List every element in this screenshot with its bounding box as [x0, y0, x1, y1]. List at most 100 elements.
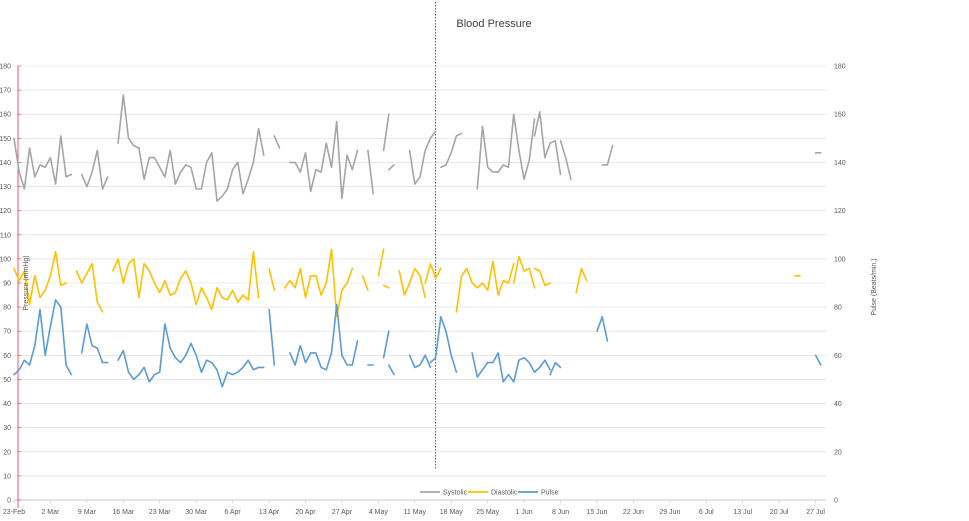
- y-left-tick-label: 0: [7, 498, 11, 505]
- series-line-segment: [367, 149, 375, 195]
- x-tick-label: 22 Jun: [623, 509, 644, 516]
- y-right-tick-label: 40: [834, 401, 842, 408]
- y-right-tick-label: 180: [834, 64, 846, 71]
- series-line-segment: [596, 315, 609, 342]
- series-line-segment: [268, 308, 276, 366]
- x-tick-label: 1 Jun: [516, 509, 533, 516]
- series-line-segment: [387, 164, 395, 171]
- series-line-segment: [408, 354, 432, 369]
- x-tick-label: 16 Mar: [112, 509, 134, 516]
- y-left-tick-label: 160: [0, 112, 11, 119]
- y-left-tick-label: 60: [3, 353, 11, 360]
- x-tick-label: 20 Jul: [770, 509, 789, 516]
- y-axis-right-title: Pulse (Beats/min.): [871, 258, 878, 315]
- y-left-tick-label: 20: [3, 449, 11, 456]
- y-right-tick-label: 80: [834, 305, 842, 312]
- series-line-segment: [377, 248, 385, 277]
- series-line-segment: [361, 274, 369, 292]
- y-left-tick-label: 150: [0, 136, 11, 143]
- series-line-segment: [382, 330, 390, 359]
- y-left-tick-label: 110: [0, 232, 11, 239]
- series-line-segment: [75, 262, 104, 313]
- x-tick-label: 27 Jul: [806, 509, 825, 516]
- x-tick-label: 20 Apr: [295, 509, 316, 516]
- series-line-segment: [575, 267, 588, 294]
- y-right-tick-label: 100: [834, 256, 846, 263]
- tick-labels: 0 10 20 30 40 50 60 70 80 90 100 110 120 130 140 150 160…: [0, 64, 846, 517]
- x-tick-label: 15 Jun: [586, 509, 607, 516]
- series-line-segment: [601, 144, 614, 166]
- series-pulse: [13, 299, 822, 388]
- series-line-segment: [424, 262, 442, 284]
- x-tick-label: 6 Apr: [224, 509, 241, 516]
- legend-label: Diastolic: [491, 490, 518, 497]
- x-tick-label: 18 May: [440, 509, 463, 516]
- x-tick-label: 2 Mar: [41, 509, 60, 516]
- series-line-segment: [382, 113, 390, 152]
- series-line-segment: [273, 135, 281, 149]
- series-line-segment: [117, 94, 265, 202]
- series-line-segment: [429, 315, 458, 374]
- series-line-segment: [439, 132, 463, 169]
- legend-label: Pulse: [541, 490, 559, 497]
- y-left-tick-label: 170: [0, 88, 11, 95]
- series-line-segment: [549, 361, 562, 376]
- x-tick-label: 23 Mar: [149, 509, 171, 516]
- series-line-segment: [289, 120, 359, 200]
- series-line-segment: [117, 323, 265, 388]
- y-right-tick-label: 160: [834, 112, 846, 119]
- y-left-tick-label: 70: [3, 329, 11, 336]
- y-left-tick-label: 100: [0, 256, 11, 263]
- series-line-segment: [814, 354, 822, 366]
- x-tick-label: 23-Feb: [3, 509, 25, 516]
- y-right-tick-label: 60: [834, 353, 842, 360]
- y-right-tick-label: 20: [834, 449, 842, 456]
- series-line-segment: [387, 364, 395, 376]
- y-left-tick-label: 120: [0, 208, 11, 215]
- x-tick-label: 11 May: [404, 509, 427, 516]
- y-left-tick-label: 130: [0, 184, 11, 191]
- x-tick-label: 6 Jul: [699, 509, 714, 516]
- series-line-segment: [80, 149, 109, 190]
- reference-markers: [17, 2, 437, 508]
- series-line-segment: [13, 299, 73, 376]
- series-line-segment: [268, 267, 276, 292]
- series-diastolic: [13, 248, 801, 318]
- series-line-segment: [559, 139, 572, 181]
- series-line-segment: [289, 303, 359, 371]
- series-line-segment: [512, 255, 536, 289]
- y-left-tick-label: 30: [3, 425, 11, 432]
- x-tick-label: 8 Jun: [552, 509, 569, 516]
- x-tick-label: 13 Apr: [259, 509, 280, 516]
- chart-legend: Systolic Diastolic Pulse: [420, 490, 559, 497]
- x-tick-label: 30 Mar: [185, 509, 207, 516]
- series-line-segment: [533, 111, 562, 176]
- gridlines: [13, 65, 826, 503]
- x-tick-label: 13 Jul: [733, 509, 752, 516]
- y-right-tick-label: 0: [834, 498, 838, 505]
- series-line-segment: [13, 135, 73, 190]
- x-tick-label: 25 May: [476, 509, 499, 516]
- x-tick-label: 29 Jun: [659, 509, 680, 516]
- legend-label: Systolic: [443, 490, 468, 497]
- y-left-tick-label: 50: [3, 377, 11, 384]
- series-line-segment: [398, 267, 427, 299]
- x-tick-label: 4 May: [369, 509, 389, 516]
- y-axis-left-title: Pressure (mmHg): [23, 255, 30, 310]
- series-line-segment: [408, 130, 437, 185]
- series-line-segment: [80, 323, 109, 364]
- chart-title: Blood Pressure: [456, 18, 531, 30]
- y-right-tick-label: 140: [834, 160, 846, 167]
- y-left-tick-label: 90: [3, 281, 11, 288]
- y-left-tick-label: 80: [3, 305, 11, 312]
- series-lines: [13, 94, 822, 388]
- y-left-tick-label: 10: [3, 473, 11, 480]
- series-line-segment: [471, 352, 551, 383]
- series-line-segment: [533, 267, 551, 287]
- y-left-tick-label: 40: [3, 401, 11, 408]
- series-line-segment: [13, 250, 67, 306]
- series-line-segment: [283, 248, 354, 318]
- series-systolic: [13, 94, 822, 202]
